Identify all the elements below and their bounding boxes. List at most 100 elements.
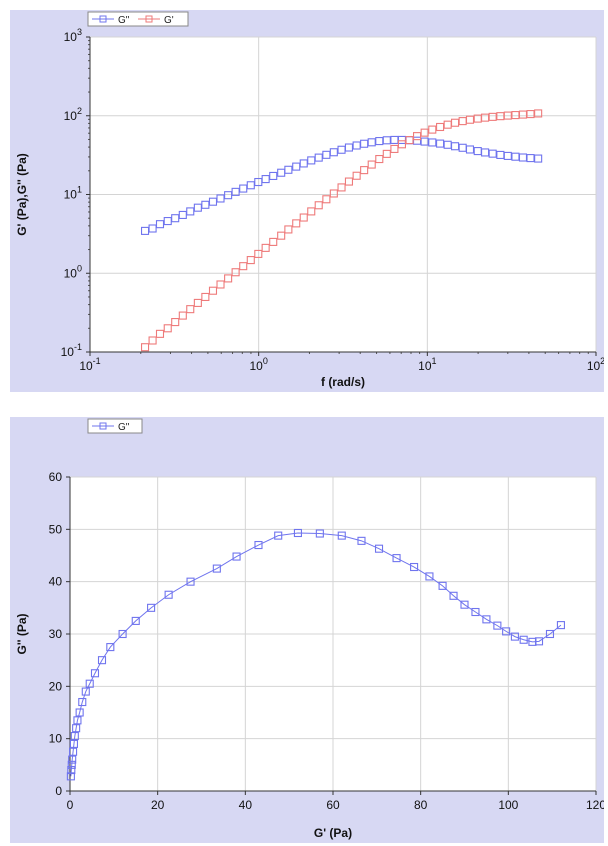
data-point [510, 632, 519, 641]
data-point [503, 151, 512, 160]
data-point [329, 148, 338, 157]
data-point [322, 195, 331, 204]
data-point [436, 122, 445, 132]
data-point [307, 207, 316, 216]
data-point [66, 772, 75, 781]
data-point [314, 201, 323, 210]
data-point [118, 629, 127, 639]
data-point [201, 292, 210, 302]
data-point [131, 616, 140, 625]
data-point [106, 643, 115, 652]
data-point [155, 329, 165, 338]
data-point [81, 687, 90, 696]
legend-marker [99, 15, 107, 23]
y-tick-label: 10 [49, 732, 63, 746]
legend-marker [99, 422, 107, 430]
data-point [337, 531, 346, 540]
data-point [269, 171, 278, 181]
data-point [163, 324, 172, 333]
x-axis-label: G' (Pa) [314, 826, 352, 840]
modulus-frequency-chart: 10-1 100 101 102 10-1 100 101 102 103 f (rad/s) G'… [10, 10, 604, 392]
data-point [78, 697, 87, 707]
x-tick-label: 60 [326, 798, 340, 812]
data-point [392, 554, 401, 563]
data-point [397, 140, 406, 149]
data-point [171, 214, 180, 223]
data-point [488, 149, 497, 158]
x-tick-label: 102 [587, 356, 604, 373]
data-point [201, 200, 210, 209]
data-point [293, 528, 302, 538]
data-point [526, 154, 535, 163]
data-point [224, 274, 233, 283]
data-point [482, 615, 491, 624]
data-point [360, 139, 369, 148]
data-point [481, 113, 490, 122]
data-point [69, 747, 78, 756]
data-point [186, 577, 195, 586]
data-point [425, 572, 434, 581]
data-point [428, 138, 437, 147]
legend-marker [145, 15, 153, 23]
data-point [382, 149, 391, 158]
data-point [534, 637, 544, 646]
data-point [261, 175, 270, 184]
x-tick-label: 0 [67, 798, 74, 812]
data-point [231, 268, 240, 277]
data-point [438, 581, 447, 590]
data-point [239, 184, 248, 193]
data-point [397, 135, 406, 144]
data-point [314, 153, 323, 162]
data-point [449, 591, 458, 600]
data-point [526, 110, 535, 119]
data-point [269, 237, 278, 246]
data-point [493, 621, 502, 630]
y-tick-label: 100 [64, 263, 82, 280]
data-point [261, 243, 270, 252]
data-point [67, 760, 76, 769]
series-0 [140, 135, 543, 235]
data-point [178, 311, 187, 320]
data-point [481, 148, 490, 157]
data-point [420, 137, 429, 146]
data-point [545, 629, 555, 639]
data-point [155, 220, 165, 229]
y-tick-label: 50 [49, 522, 63, 536]
data-point [171, 318, 180, 327]
data-point [147, 603, 156, 612]
data-point [164, 590, 173, 599]
data-point [357, 536, 366, 545]
y-tick-label: 60 [49, 470, 63, 484]
legend-label: G" [118, 15, 130, 26]
data-point [367, 138, 376, 147]
data-point [451, 142, 460, 151]
tick-labels: 10-1 100 101 102 10-1 100 101 102 103 [61, 27, 604, 373]
data-point [70, 731, 79, 741]
data-point [390, 144, 399, 153]
data-point [284, 165, 293, 174]
data-point [73, 716, 82, 725]
data-point [534, 154, 543, 163]
y-axis-label: G'' (Pa) [15, 613, 29, 654]
data-point [72, 724, 81, 733]
data-point [75, 708, 84, 717]
data-point [420, 128, 429, 137]
legend: G" [87, 418, 143, 434]
data-point [254, 249, 263, 258]
data-point [503, 111, 512, 120]
data-point [148, 336, 157, 345]
data-point [471, 607, 480, 617]
y-tick-label: 30 [49, 627, 63, 641]
data-point [488, 112, 497, 121]
x-tick-label: 101 [418, 356, 436, 373]
data-point [315, 529, 324, 538]
series-1 [140, 109, 543, 352]
data-point [148, 224, 157, 233]
data-point [216, 194, 225, 203]
data-point [502, 627, 511, 636]
y-tick-label: 101 [64, 185, 82, 202]
legend-label: G' [164, 15, 174, 26]
data-point [208, 286, 218, 295]
data-point [212, 564, 221, 573]
data-point [140, 343, 150, 352]
